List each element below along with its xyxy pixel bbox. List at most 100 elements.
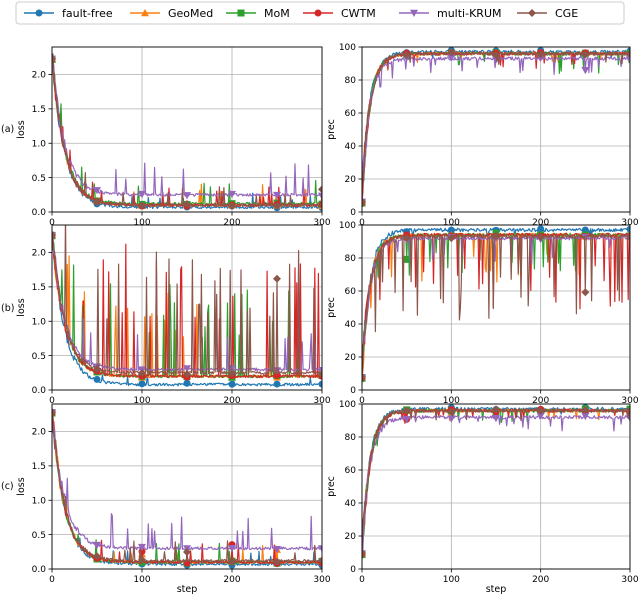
series-marker-CGE [52, 408, 56, 417]
y-tick-label: 20 [345, 175, 357, 185]
x-tick-label: 100 [133, 396, 150, 406]
series-marker-multi-KRUM [138, 543, 146, 552]
series-marker-multi-KRUM [183, 365, 191, 373]
legend-label-5: CGE [555, 7, 578, 20]
series-marker-CGE [626, 49, 630, 58]
y-tick-label: 0 [350, 565, 356, 575]
series-marker-CGE [581, 50, 590, 59]
series-marker-multi-KRUM [581, 412, 590, 421]
y-tick-label: 100 [339, 400, 356, 410]
series-marker-CGE [362, 372, 366, 381]
series-marker-multi-KRUM [228, 544, 236, 553]
series-marker-multi-KRUM [93, 541, 101, 550]
x-tick-label: 0 [49, 575, 55, 585]
axes-frame [361, 403, 631, 570]
legend-items: fault-free GeoMed MoM CWTM multi-KRUM CGE [24, 7, 578, 20]
legend-label-0: fault-free [62, 7, 113, 20]
series-marker-multi-KRUM [626, 55, 630, 63]
plot-area [362, 404, 630, 569]
series-marker-CGE [138, 369, 146, 378]
series-marker-CGE [536, 406, 545, 415]
y-axis-label: prec [326, 297, 337, 318]
x-tick-label: 100 [133, 218, 150, 228]
y-tick-label: 80 [345, 76, 357, 86]
y-tick-label: 0 [350, 386, 356, 396]
series-marker-CGE [318, 369, 322, 378]
y-tick-label: 1.5 [32, 283, 46, 293]
series-marker-multi-KRUM [273, 546, 281, 554]
series-marker-multi-KRUM [93, 187, 101, 195]
series-marker-CGE [402, 233, 411, 242]
y-tick-label: 1.0 [32, 139, 47, 149]
y-tick-label: 0 [350, 208, 356, 218]
row-label-b: (b) [1, 303, 14, 314]
legend-marker-2 [237, 9, 245, 17]
series-marker-fault-free [273, 380, 281, 388]
series-marker-CGE [581, 405, 590, 414]
series-marker-CGE [536, 50, 545, 59]
x-tick-label: 300 [621, 218, 638, 228]
plot-area [52, 225, 322, 390]
series-marker-CGE [402, 406, 411, 415]
y-tick-label: 40 [345, 142, 357, 152]
y-tick-label: 0.5 [32, 531, 46, 541]
plot-area [362, 47, 630, 212]
series-marker-multi-KRUM [183, 192, 191, 200]
legend-label-2: MoM [264, 7, 290, 20]
x-tick-label: 300 [621, 575, 638, 585]
series-marker-fault-free [138, 380, 146, 388]
series-group [362, 225, 630, 383]
series-marker-CGE [362, 548, 366, 557]
y-tick-label: 100 [339, 43, 356, 53]
y-tick-label: 40 [345, 499, 357, 509]
x-tick-label: 100 [133, 575, 150, 585]
series-marker-CGE [318, 185, 322, 194]
y-tick-label: 20 [345, 532, 357, 542]
plot-area [52, 404, 322, 569]
series-marker-CGE [273, 274, 281, 283]
y-tick-label: 80 [345, 433, 357, 443]
axes-frame [51, 403, 323, 570]
series-marker-multi-KRUM [447, 54, 456, 62]
x-tick-label: 200 [223, 218, 240, 228]
series-marker-CGE [581, 288, 590, 297]
x-tick-label: 0 [49, 396, 55, 406]
series-marker-CGE [93, 365, 101, 374]
y-tick-label: 0.0 [32, 208, 47, 218]
row-label-c: (c) [1, 481, 14, 492]
panel-3: 0 100 200 300 0.0 0.5 1.0 1.5 2.0 loss [16, 224, 331, 406]
y-tick-label: 1.0 [32, 496, 47, 506]
series-marker-CGE [447, 407, 456, 416]
y-tick-label: 1.0 [32, 317, 47, 327]
series-marker-CGE [93, 552, 101, 561]
series-marker-CGE [492, 51, 500, 60]
legend-marker-4 [410, 9, 418, 17]
series-marker-fault-free [93, 375, 101, 383]
series-marker-CGE [402, 50, 411, 59]
x-tick-label: 100 [443, 396, 460, 406]
x-tick-label: 0 [49, 218, 55, 228]
x-tick-label: 0 [359, 218, 365, 228]
y-tick-label: 2.0 [32, 71, 47, 81]
series-marker-CGE [228, 369, 236, 378]
legend-label-1: GeoMed [168, 7, 213, 20]
y-tick-label: 2.0 [32, 249, 47, 259]
x-tick-label: 300 [313, 575, 330, 585]
series-marker-multi-KRUM [273, 191, 281, 200]
y-tick-label: 100 [339, 221, 356, 231]
series-marker-CGE [52, 54, 56, 63]
series-marker-multi-KRUM [447, 415, 456, 423]
series-marker-CWTM [273, 371, 281, 379]
series-group [362, 404, 630, 559]
series-marker-CGE [228, 202, 236, 211]
x-tick-label: 200 [532, 218, 549, 228]
x-tick-label: 200 [223, 575, 240, 585]
series-group [52, 408, 322, 569]
legend-marker-5 [528, 9, 536, 17]
x-tick-label: 0 [359, 575, 365, 585]
series-marker-CGE [492, 405, 500, 414]
series-marker-CGE [183, 547, 191, 556]
